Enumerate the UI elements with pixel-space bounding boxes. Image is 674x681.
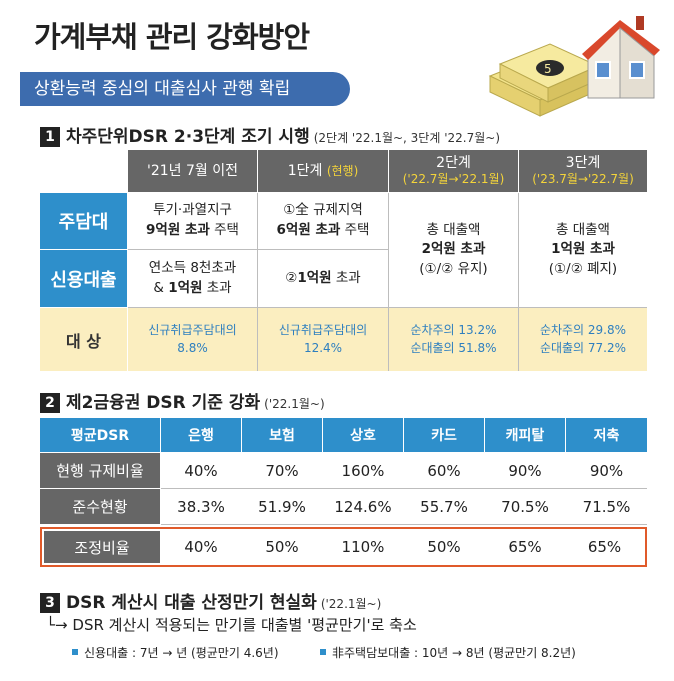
section-3-line: DSR 계산시 적용되는 만기를 대출별 '평균만기'로 축소 — [72, 616, 417, 634]
header-stage-1: 1단계 (현행) — [258, 150, 388, 192]
table-cell: 90% — [566, 453, 647, 488]
page-title: 가계부채 관리 강화방안 — [34, 20, 310, 54]
table-cell: 55.7% — [404, 489, 484, 524]
target-stage3: 순차주의 29.8% 순대출의 77.2% — [519, 308, 647, 371]
col-header-bank: 은행 — [161, 418, 241, 452]
divider — [518, 193, 519, 371]
divider — [161, 524, 647, 525]
cell-pre-credit: 연소득 8천초과 & 1억원 초과 — [128, 250, 257, 307]
target-stage1: 신규취급주담대의 12.4% — [258, 308, 388, 371]
table-cell: 50% — [404, 531, 484, 563]
table-cell: 160% — [323, 453, 403, 488]
header-stage-3: 3단계 ('23.7월→'22.7월) — [519, 150, 647, 192]
col-header-insurance: 보험 — [242, 418, 322, 452]
header-stage-2: 2단계 ('22.7월→'22.1월) — [389, 150, 518, 192]
section-2-heading: 2 제2금융권 DSR 기준 강화 ('22.1월~) — [40, 388, 325, 413]
bullet-icon — [72, 649, 78, 655]
cell-stage1-mortgage: ①全 규제지역 6억원 초과 주택 — [258, 193, 388, 249]
section-1-heading: 1 차주단위DSR 2·3단계 조기 시행 (2단계 '22.1월~, 3단계 '2… — [40, 122, 500, 147]
col-header-mutual: 상호 — [323, 418, 403, 452]
row-label-adjusted-ratio: 조정비율 — [44, 531, 160, 563]
arrow-icon: └→ — [46, 616, 68, 634]
table-cell: 51.9% — [242, 489, 322, 524]
table-cell: 110% — [323, 531, 403, 563]
target-stage2: 순차주의 13.2% 순대출의 51.8% — [389, 308, 518, 371]
section-1-number: 1 — [40, 127, 60, 147]
section-1-title: 차주단위DSR 2·3단계 조기 시행 — [66, 127, 310, 147]
row-label-credit-loan: 신용대출 — [40, 250, 127, 307]
cell-pre-mortgage: 투기·과열지구 9억원 초과 주택 — [128, 193, 257, 249]
note-non-housing-loan: 非주택담보대출 : 10년 → 8년 (평균만기 8.2년) — [320, 644, 576, 661]
col-header-savings: 저축 — [566, 418, 647, 452]
note-credit-loan: 신용대출 : 7년 → 년 (평균만기 4.6년) — [72, 644, 279, 661]
house-and-money-icon: 5 — [488, 16, 660, 117]
divider — [388, 193, 389, 371]
divider — [161, 488, 647, 489]
col-header-card: 카드 — [404, 418, 484, 452]
section-3-heading: 3 DSR 계산시 대출 산정만기 현실화 ('22.1월~) — [40, 588, 381, 613]
row-label-mortgage: 주담대 — [40, 193, 127, 249]
dsr-stage-table: '21년 7월 이전 1단계 (현행) 2단계 ('22.7월→'22.1월) 3… — [40, 150, 647, 371]
table-cell: 50% — [242, 531, 322, 563]
table-cell: 65% — [485, 531, 565, 563]
table-cell: 65% — [566, 531, 643, 563]
table-cell: 38.3% — [161, 489, 241, 524]
section-2-subtitle: ('22.1월~) — [264, 397, 325, 411]
cell-stage3-merged: 총 대출액 1억원 초과 (①/② 폐지) — [519, 193, 647, 307]
table-cell: 124.6% — [323, 489, 403, 524]
table-cell: 70% — [242, 453, 322, 488]
table-cell: 60% — [404, 453, 484, 488]
divider — [257, 193, 258, 371]
section-1-subtitle: (2단계 '22.1월~, 3단계 '22.7월~) — [313, 131, 500, 145]
divider — [128, 249, 388, 250]
divider — [128, 307, 647, 308]
col-header-capital: 캐피탈 — [485, 418, 565, 452]
row-label-compliance: 준수현황 — [40, 489, 160, 524]
section-3-subtitle: ('22.1월~) — [320, 597, 382, 611]
table-cell: 40% — [161, 453, 241, 488]
row-label-current-ratio: 현행 규제비율 — [40, 453, 160, 488]
cell-stage1-credit: ②1억원 초과 — [258, 250, 388, 307]
table-cell: 90% — [485, 453, 565, 488]
section-2-number: 2 — [40, 393, 60, 413]
cell-stage2-merged: 총 대출액 2억원 초과 (①/② 유지) — [389, 193, 518, 307]
table-cell: 71.5% — [566, 489, 647, 524]
col-header-avg-dsr: 평균DSR — [40, 418, 160, 452]
section-2-title: 제2금융권 DSR 기준 강화 — [66, 393, 261, 413]
target-pre: 신규취급주담대의 8.8% — [128, 308, 257, 371]
svg-text:5: 5 — [544, 62, 552, 76]
table-cell: 70.5% — [485, 489, 565, 524]
dsr-ratio-table: 평균DSR 은행 보험 상호 카드 캐피탈 저축 현행 규제비율 40% 70%… — [40, 418, 647, 568]
section-3-description: └→ DSR 계산시 적용되는 만기를 대출별 '평균만기'로 축소 — [46, 614, 417, 635]
adjusted-ratio-highlight — [40, 527, 647, 567]
bullet-icon — [320, 649, 326, 655]
header-pre-july: '21년 7월 이전 — [128, 150, 257, 192]
section-3-title: DSR 계산시 대출 산정만기 현실화 — [66, 593, 317, 613]
table-cell: 40% — [161, 531, 241, 563]
row-label-target: 대 상 — [40, 308, 127, 371]
section-banner: 상환능력 중심의 대출심사 관행 확립 — [20, 72, 350, 106]
section-3-number: 3 — [40, 593, 60, 613]
